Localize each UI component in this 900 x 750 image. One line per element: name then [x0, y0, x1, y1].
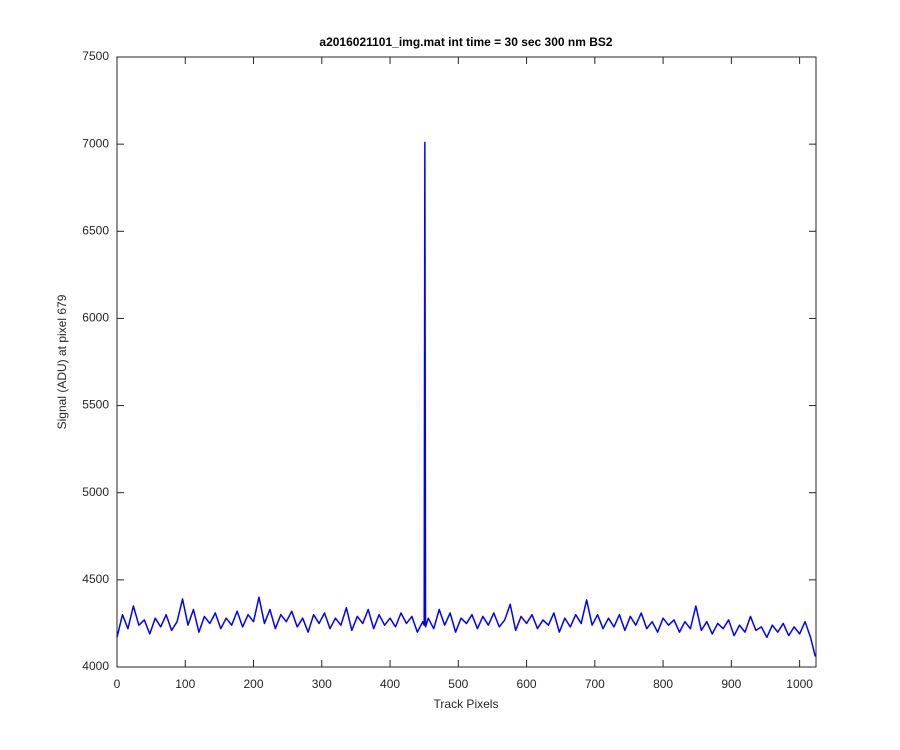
x-tick-label: 900	[721, 677, 741, 691]
y-tick-label: 7500	[82, 49, 109, 63]
y-tick-label: 6000	[82, 311, 109, 325]
data-line	[116, 141, 817, 657]
x-tick-label: 200	[244, 677, 264, 691]
y-tick-label: 4500	[82, 572, 109, 586]
y-tick-label: 6500	[82, 223, 109, 237]
x-tick-label: 100	[175, 677, 195, 691]
x-tick-label: 1000	[786, 677, 813, 691]
y-tick-label: 7000	[82, 136, 109, 150]
x-tick-label: 0	[114, 677, 121, 691]
x-tick-label: 400	[380, 677, 400, 691]
y-tick-label: 5500	[82, 398, 109, 412]
x-axis-label: Track Pixels	[434, 697, 499, 711]
chart-title: a2016021101_img.mat int time = 30 sec 30…	[319, 35, 613, 49]
x-tick-label: 800	[653, 677, 673, 691]
y-tick-label: 5000	[82, 485, 109, 499]
x-tick-label: 300	[312, 677, 332, 691]
y-axis-label: Signal (ADU) at pixel 679	[55, 294, 69, 429]
plot-box	[116, 56, 817, 668]
y-tick-label: 4000	[82, 659, 109, 673]
x-tick-label: 700	[585, 677, 605, 691]
x-tick-label: 600	[517, 677, 537, 691]
x-tick-label: 500	[448, 677, 468, 691]
